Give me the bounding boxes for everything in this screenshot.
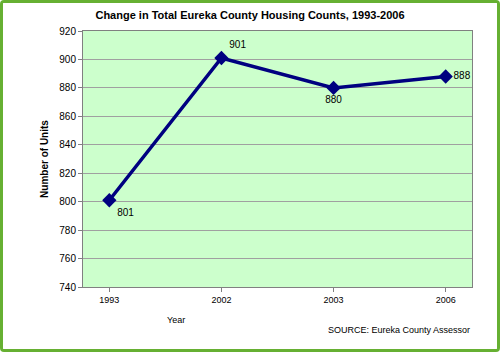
svg-text:920: 920 [59, 26, 76, 37]
svg-text:Change in Total Eureka County: Change in Total Eureka County Housing Co… [95, 9, 404, 21]
svg-text:Number of Units: Number of Units [39, 120, 50, 198]
svg-text:Year: Year [167, 315, 185, 325]
svg-text:900: 900 [59, 54, 76, 65]
svg-text:820: 820 [59, 168, 76, 179]
svg-text:780: 780 [59, 225, 76, 236]
svg-text:2003: 2003 [324, 295, 344, 305]
svg-text:888: 888 [454, 70, 471, 81]
svg-text:800: 800 [59, 196, 76, 207]
svg-text:880: 880 [325, 94, 342, 105]
svg-text:2002: 2002 [211, 295, 231, 305]
svg-text:1993: 1993 [99, 295, 119, 305]
svg-text:2006: 2006 [436, 295, 456, 305]
svg-text:840: 840 [59, 139, 76, 150]
svg-text:880: 880 [59, 82, 76, 93]
svg-text:SOURCE: Eureka County Assessor: SOURCE: Eureka County Assessor [328, 325, 470, 335]
svg-text:901: 901 [229, 39, 246, 50]
svg-text:860: 860 [59, 111, 76, 122]
svg-text:760: 760 [59, 253, 76, 264]
svg-text:801: 801 [117, 207, 134, 218]
svg-text:740: 740 [59, 282, 76, 293]
